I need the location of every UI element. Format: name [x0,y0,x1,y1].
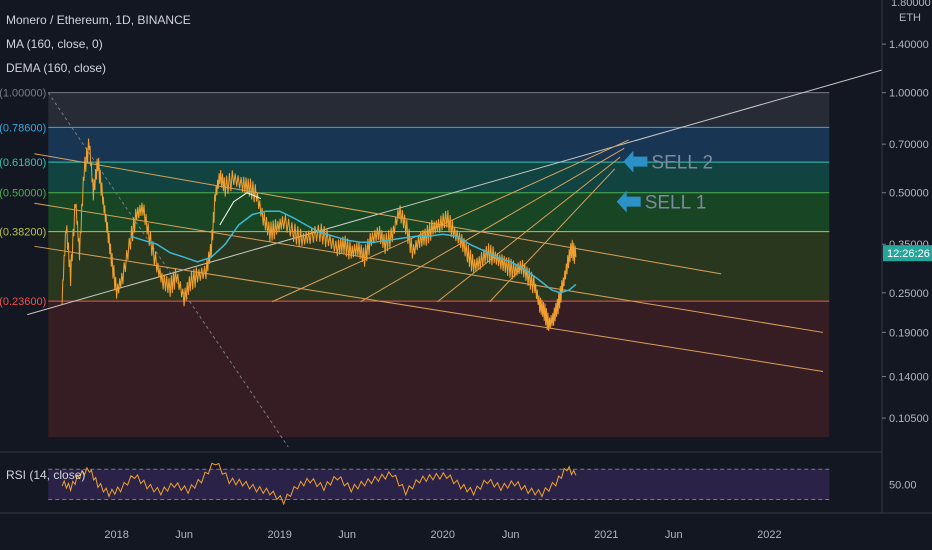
dashed-trend-line[interactable] [47,92,289,448]
price-axis-tick-label: 1.00000 [889,88,929,100]
time-axis-tick-label: Jun [502,529,520,541]
ma-indicator-label[interactable]: MA (160, close, 0) [6,37,103,51]
time-axis-tick-label: 2019 [267,529,291,541]
ma-series-line[interactable] [130,210,577,294]
rsi-indicator-label[interactable]: RSI (14, close) [6,468,86,482]
fib-level-label-0.786: 0.786(0.78600) [0,122,46,134]
time-axis-tick-label: Jun [665,529,683,541]
time-axis-tick-label: Jun [175,529,193,541]
fib-band-0.236 [48,301,830,438]
fib-band-0.786 [48,127,830,163]
price-axis-tick-label: 0.14000 [889,372,929,384]
time-axis-tick-label: Jun [338,529,356,541]
rsi-band [48,469,830,500]
trend-line-1[interactable] [27,69,883,316]
symbol-title: Monero / Ethereum, 1D, BINANCE [6,13,191,27]
current-price-countdown: 12:26:26 [887,248,930,260]
price-series-line[interactable] [61,138,577,331]
trend-line-4[interactable] [34,245,824,372]
fib-band-0.382 [48,231,830,302]
price-axis-tick-label: 0.25000 [889,288,929,300]
fib-band-0.618 [48,162,830,193]
price-axis-tick-label: 1.40000 [889,39,929,51]
time-axis-tick-label: 2021 [594,529,618,541]
trend-line-8[interactable] [489,168,616,303]
time-axis-tick-label: 2020 [431,529,455,541]
sell-arrow-icon-2[interactable] [616,190,641,213]
annotation-label-1: SELL 2 [651,153,713,174]
fib-level-label-0.5: 0.5(0.50000) [0,188,46,200]
current-price-badge[interactable] [883,245,932,262]
fib-level-label-0.236: 0.236(0.23600) [0,296,46,308]
dema-indicator-label[interactable]: DEMA (160, close) [6,61,107,75]
fib-band-1 [48,92,830,128]
dema-series-line[interactable] [219,192,262,226]
price-axis-tick-label: 0.70000 [889,139,929,151]
trend-line-6[interactable] [360,147,625,303]
fib-level-label-0.618: 0.618(0.61800) [0,157,46,169]
price-axis-tick-label: 0.10500 [889,413,929,425]
sell-arrow-icon-1[interactable] [623,150,648,173]
annotation-label-2: SELL 1 [645,193,707,214]
rsi-series-line[interactable] [61,462,577,506]
price-axis-tick-label: 0.50000 [889,188,929,200]
time-axis-tick-label: 2018 [104,529,128,541]
fib-level-label-0.382: 0.382(0.38200) [0,227,46,239]
trend-line-2[interactable] [34,153,722,275]
price-axis-unit: ETH [899,12,921,24]
price-axis-top-tick: 1.80000 [891,0,931,9]
time-axis-tick-label: 2022 [757,529,781,541]
trend-line-3[interactable] [34,202,824,333]
price-axis-tick-label: 0.19000 [889,327,929,339]
trend-line-7[interactable] [437,156,621,303]
rsi-axis-tick-label: 50.00 [889,479,917,491]
fib-level-label-1: 1(1.00000) [0,88,46,100]
